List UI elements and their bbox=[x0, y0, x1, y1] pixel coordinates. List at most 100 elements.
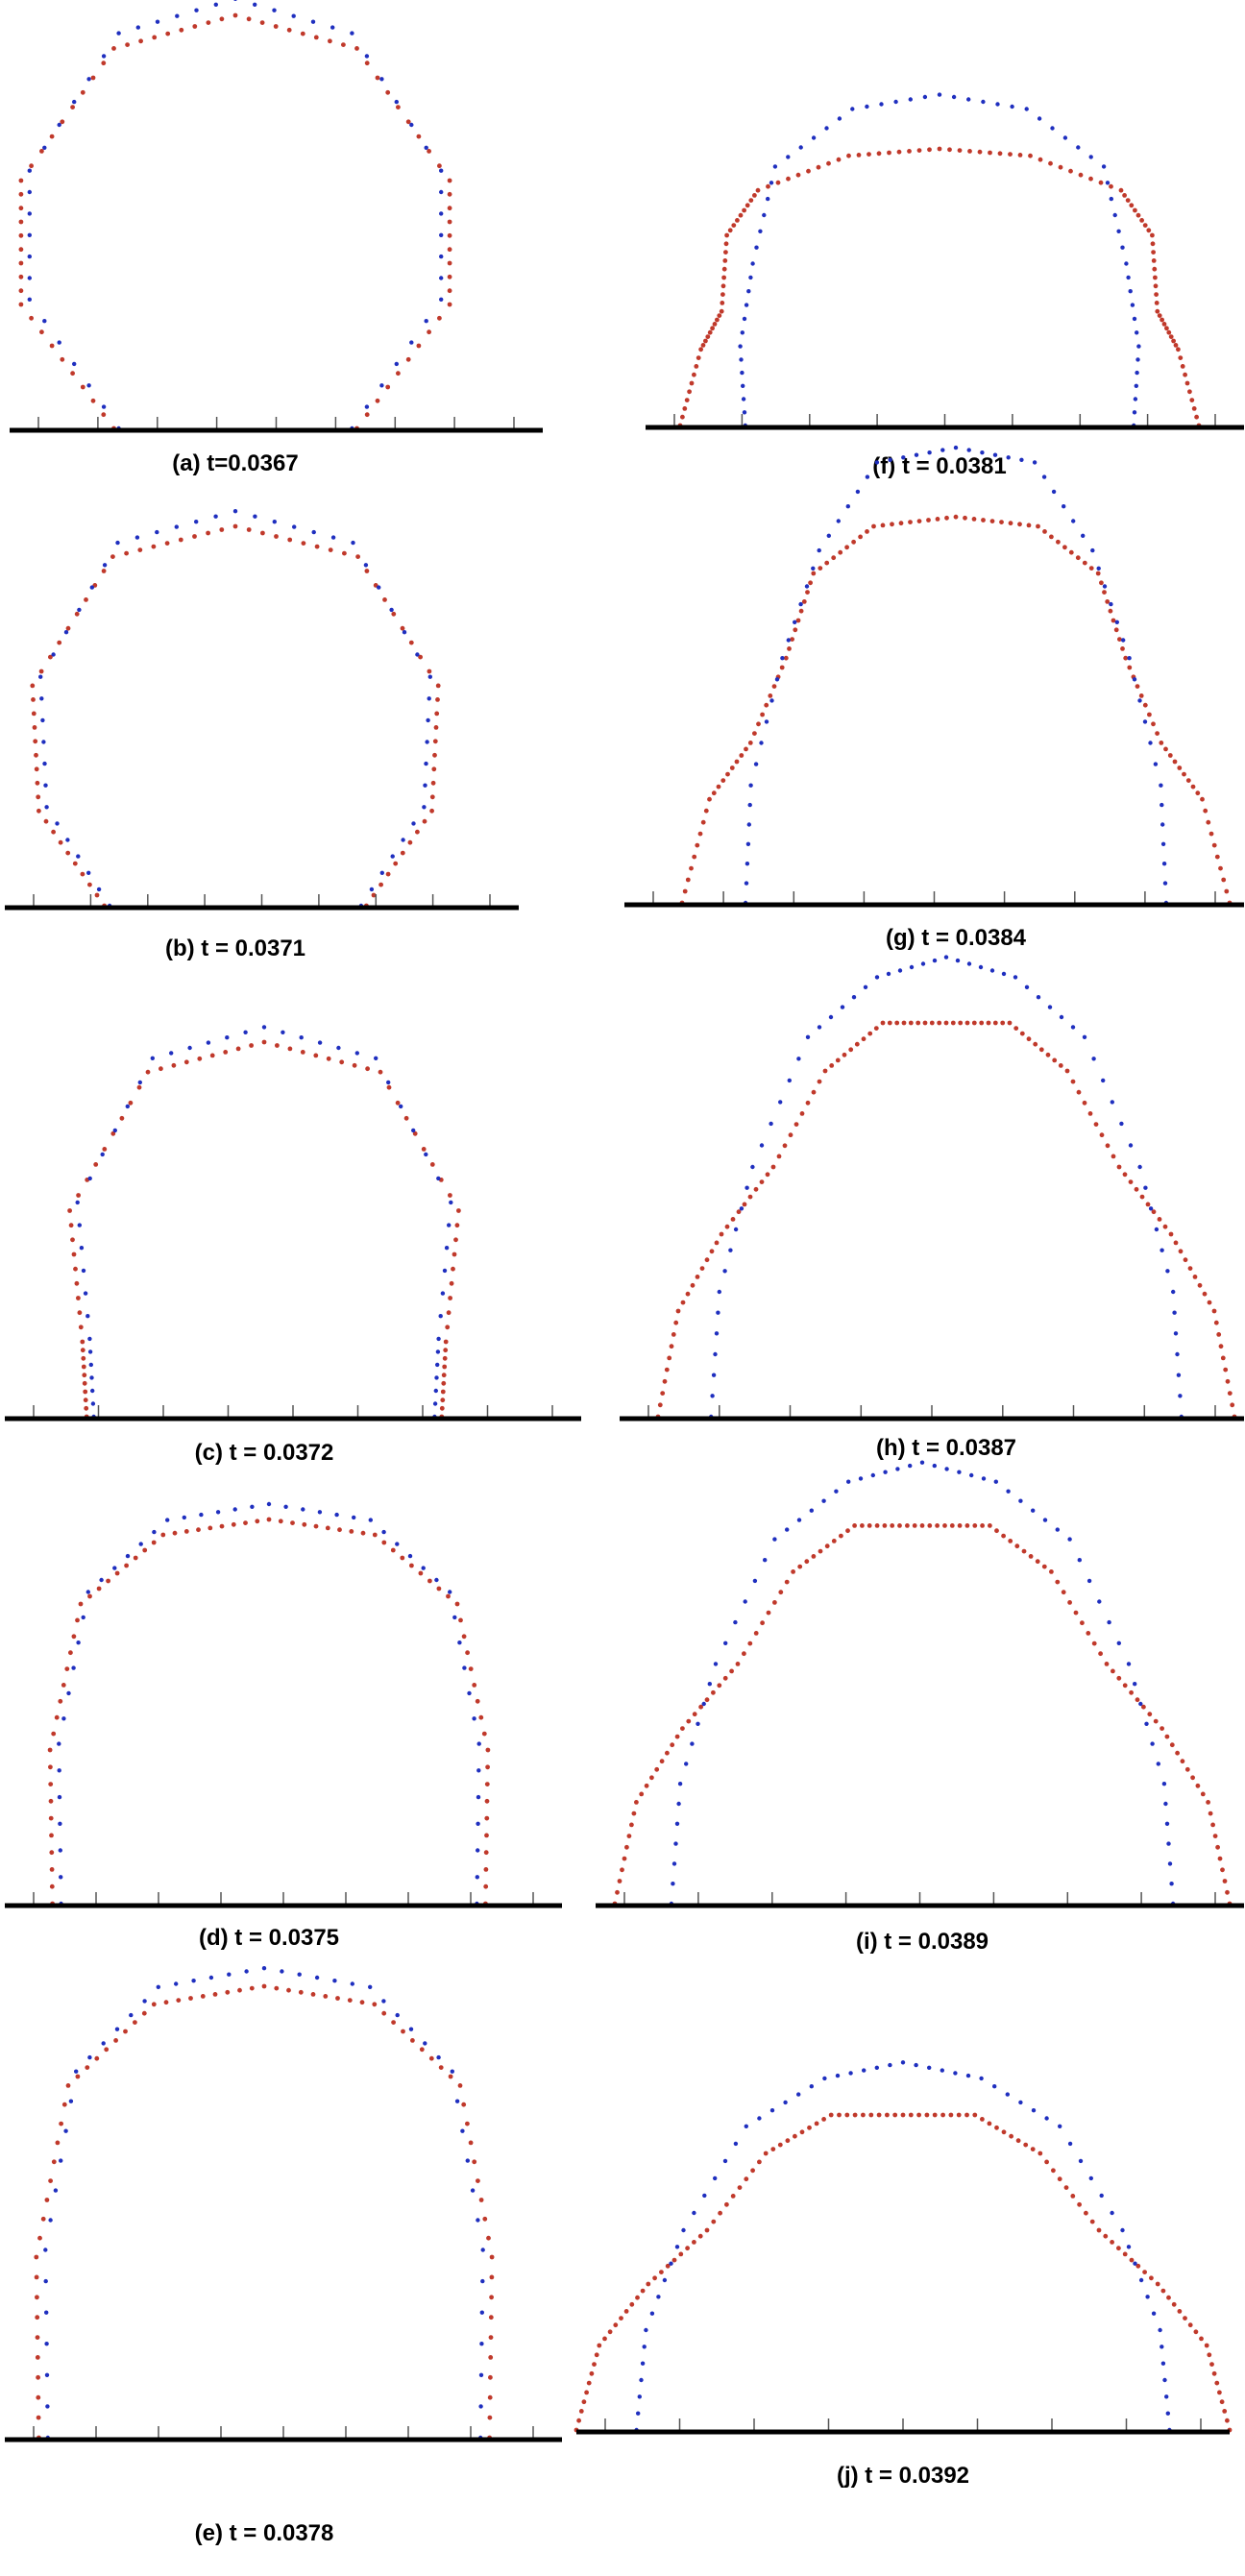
interface-marker bbox=[750, 261, 755, 266]
interface-marker bbox=[18, 191, 24, 197]
interface-marker bbox=[136, 1084, 142, 1090]
interface-marker bbox=[478, 2404, 483, 2409]
interface-marker bbox=[1052, 1057, 1058, 1063]
interface-marker bbox=[290, 1520, 295, 1525]
interface-marker bbox=[942, 1523, 947, 1528]
interface-marker bbox=[436, 1176, 441, 1181]
interface-marker bbox=[100, 1152, 105, 1157]
interface-marker bbox=[723, 1640, 728, 1646]
interface-marker bbox=[152, 1529, 157, 1535]
interface-marker bbox=[446, 1593, 451, 1599]
interface-marker bbox=[1163, 1801, 1168, 1807]
interface-marker bbox=[486, 2235, 491, 2241]
interface-marker bbox=[867, 152, 871, 158]
interface-marker bbox=[665, 2263, 671, 2269]
interface-marker bbox=[729, 1668, 734, 1674]
interface-marker bbox=[874, 1523, 880, 1528]
interface-marker bbox=[1171, 2301, 1177, 2307]
interface-marker bbox=[737, 2185, 743, 2191]
interface-marker bbox=[829, 1063, 835, 1068]
interface-marker bbox=[479, 2310, 484, 2315]
interface-marker bbox=[798, 601, 803, 607]
interface-marker bbox=[720, 292, 725, 297]
interface-marker bbox=[1124, 261, 1129, 266]
interface-marker bbox=[821, 2117, 826, 2122]
interface-marker bbox=[1091, 1057, 1096, 1061]
interface-marker bbox=[901, 455, 906, 460]
panel-h: (h) t = 0.0387 bbox=[620, 955, 1244, 1461]
interface-marker bbox=[1000, 1020, 1006, 1026]
interface-marker bbox=[1173, 343, 1179, 348]
interface-marker bbox=[1116, 229, 1121, 233]
interface-marker bbox=[1129, 1689, 1134, 1695]
interface-marker bbox=[876, 2112, 882, 2118]
interface-marker bbox=[1110, 2210, 1114, 2216]
caption-d: (d) t = 0.0375 bbox=[199, 1925, 339, 1951]
interface-marker bbox=[246, 527, 252, 532]
interface-marker bbox=[793, 620, 797, 624]
interface-marker bbox=[707, 796, 712, 802]
interface-marker bbox=[817, 1079, 822, 1084]
interface-marker bbox=[1190, 784, 1196, 790]
interface-marker bbox=[74, 611, 80, 617]
interface-marker bbox=[920, 961, 926, 966]
interface-marker bbox=[957, 1523, 963, 1528]
interface-marker bbox=[613, 2322, 619, 2328]
interface-marker bbox=[924, 2112, 930, 2118]
interface-marker bbox=[405, 356, 411, 362]
interface-marker bbox=[317, 1510, 323, 1515]
interface-marker bbox=[48, 1815, 54, 1821]
interface-marker bbox=[1031, 2108, 1037, 2113]
interface-marker bbox=[908, 2112, 914, 2118]
interface-marker bbox=[673, 1841, 678, 1846]
interface-marker bbox=[860, 1523, 865, 1528]
interface-marker bbox=[283, 1504, 288, 1510]
interface-marker bbox=[472, 1683, 477, 1688]
interface-marker bbox=[1225, 1378, 1231, 1384]
interface-marker bbox=[411, 1128, 416, 1133]
interface-marker bbox=[1183, 2316, 1187, 2321]
interface-marker bbox=[364, 404, 370, 409]
interface-marker bbox=[863, 984, 868, 990]
interface-marker bbox=[155, 19, 160, 24]
interface-marker bbox=[637, 2394, 642, 2399]
interface-marker bbox=[75, 2074, 81, 2079]
interface-marker bbox=[1104, 1662, 1110, 1666]
interface-marker bbox=[71, 1252, 77, 1257]
interface-marker bbox=[1001, 2129, 1007, 2135]
interface-marker bbox=[352, 1062, 357, 1068]
interface-marker bbox=[784, 1579, 790, 1585]
interface-marker bbox=[390, 1547, 396, 1553]
interface-marker bbox=[363, 563, 369, 568]
interface-marker bbox=[818, 566, 823, 571]
interface-marker bbox=[1160, 2288, 1166, 2294]
interface-marker bbox=[692, 2240, 696, 2245]
interface-marker bbox=[1164, 1821, 1170, 1827]
interface-marker bbox=[594, 2352, 599, 2358]
interface-marker bbox=[386, 1084, 392, 1090]
interface-marker bbox=[662, 2277, 668, 2283]
interface-marker bbox=[707, 1682, 712, 1687]
interface-marker bbox=[640, 2361, 646, 2366]
interface-marker bbox=[225, 1035, 230, 1040]
interface-marker bbox=[850, 107, 855, 111]
interface-marker bbox=[707, 329, 713, 335]
interface-marker bbox=[337, 1527, 342, 1533]
interface-marker bbox=[1168, 1231, 1174, 1237]
interface-marker bbox=[442, 1364, 448, 1370]
interface-marker bbox=[747, 741, 753, 745]
interface-marker bbox=[717, 313, 722, 318]
interface-marker bbox=[400, 625, 405, 631]
interface-marker bbox=[1227, 1391, 1233, 1396]
interface-marker bbox=[811, 135, 817, 140]
interface-marker bbox=[29, 163, 34, 169]
interface-marker bbox=[325, 1525, 330, 1531]
blue-interface-c bbox=[75, 1025, 453, 1420]
interface-marker bbox=[1058, 1063, 1063, 1068]
interface-marker bbox=[736, 1209, 742, 1215]
caption-j: (j) t = 0.0392 bbox=[837, 2463, 969, 2489]
interface-marker bbox=[1225, 1889, 1230, 1895]
interface-marker bbox=[709, 1249, 715, 1254]
interface-marker bbox=[865, 474, 870, 479]
interface-marker bbox=[409, 122, 414, 128]
